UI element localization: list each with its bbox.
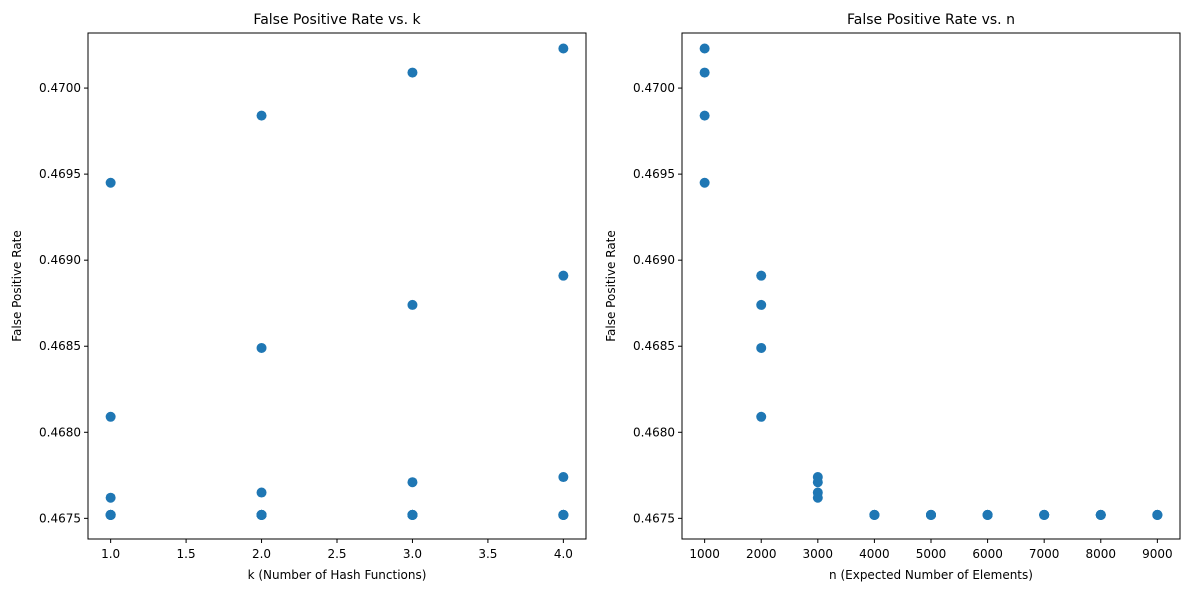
data-point-k bbox=[407, 67, 418, 78]
data-point-n bbox=[812, 492, 823, 503]
x-tick-label-k: 2.0 bbox=[252, 547, 271, 561]
data-point-n bbox=[756, 342, 767, 353]
y-axis-label-k: False Positive Rate bbox=[10, 230, 24, 342]
data-point-k bbox=[256, 509, 267, 520]
data-point-n bbox=[1039, 509, 1050, 520]
x-tick-label-n: 1000 bbox=[689, 547, 720, 561]
y-tick-label-n: 0.4690 bbox=[633, 253, 675, 267]
data-point-k bbox=[558, 509, 569, 520]
data-point-k bbox=[558, 270, 569, 281]
data-point-k bbox=[105, 411, 116, 422]
data-point-k bbox=[407, 477, 418, 488]
data-point-n bbox=[926, 509, 936, 520]
data-point-n bbox=[756, 270, 767, 281]
x-tick-label-k: 3.5 bbox=[478, 547, 497, 561]
data-point-k bbox=[558, 472, 569, 483]
data-point-n bbox=[982, 509, 993, 520]
x-tick-label-k: 1.0 bbox=[101, 547, 120, 561]
y-axis-label-n: False Positive Rate bbox=[604, 230, 618, 342]
x-tick-label-n: 8000 bbox=[1085, 547, 1116, 561]
x-tick-label-n: 2000 bbox=[746, 547, 777, 561]
x-tick-label-n: 9000 bbox=[1142, 547, 1173, 561]
data-point-k bbox=[256, 342, 267, 353]
y-tick-label-k: 0.4680 bbox=[39, 425, 81, 439]
data-point-k bbox=[407, 299, 418, 310]
x-tick-label-n: 5000 bbox=[916, 547, 947, 561]
data-point-n bbox=[699, 110, 710, 121]
y-tick-label-k: 0.4695 bbox=[39, 167, 81, 181]
data-point-n bbox=[869, 509, 880, 520]
chart-k: False Positive Rate vs. k 1.0 1.5 2.0 2.5 3.0… bbox=[10, 12, 587, 582]
data-point-n bbox=[812, 477, 823, 488]
plot-frame-k bbox=[87, 32, 587, 540]
data-point-k bbox=[105, 492, 116, 503]
y-tick-label-k: 0.4690 bbox=[39, 253, 81, 267]
y-tick-label-n: 0.4680 bbox=[633, 425, 675, 439]
x-tick-label-k: 3.0 bbox=[403, 547, 422, 561]
chart-n: False Positive Rate vs. n 1000 2000 3000 400… bbox=[604, 12, 1181, 582]
y-tick-label-k: 0.4685 bbox=[39, 339, 81, 353]
y-tick-label-n: 0.4695 bbox=[633, 167, 675, 181]
data-point-n bbox=[699, 67, 710, 78]
x-tick-label-k: 4.0 bbox=[554, 547, 573, 561]
data-point-k bbox=[256, 110, 267, 121]
plot-frame-n bbox=[681, 32, 1181, 540]
x-tick-label-n: 3000 bbox=[803, 547, 834, 561]
data-point-n bbox=[756, 299, 767, 310]
data-point-k bbox=[558, 43, 569, 54]
x-tick-label-n: 4000 bbox=[859, 547, 890, 561]
y-tick-label-n: 0.4685 bbox=[633, 339, 675, 353]
chart-title-k: False Positive Rate vs. k bbox=[253, 12, 421, 28]
data-point-k bbox=[407, 509, 418, 520]
y-tick-label-k: 0.4700 bbox=[39, 81, 81, 95]
data-point-n bbox=[1095, 509, 1106, 520]
data-point-n bbox=[756, 411, 767, 422]
data-point-k bbox=[105, 509, 116, 520]
x-axis-label-n: n (Expected Number of Elements) bbox=[829, 568, 1033, 582]
data-point-n bbox=[699, 43, 710, 54]
data-point-k bbox=[256, 487, 267, 498]
x-tick-label-k: 1.5 bbox=[177, 547, 196, 561]
x-axis-label-k: k (Number of Hash Functions) bbox=[248, 568, 427, 582]
chart-title-n: False Positive Rate vs. n bbox=[847, 12, 1015, 28]
x-tick-label-k: 2.5 bbox=[327, 547, 346, 561]
x-tick-label-n: 7000 bbox=[1029, 547, 1060, 561]
data-point-n bbox=[1152, 509, 1163, 520]
x-tick-label-n: 6000 bbox=[972, 547, 1003, 561]
data-point-n bbox=[699, 177, 710, 188]
y-tick-label-k: 0.4675 bbox=[39, 511, 81, 525]
y-tick-label-n: 0.4675 bbox=[633, 511, 675, 525]
y-tick-label-n: 0.4700 bbox=[633, 81, 675, 95]
data-point-k bbox=[105, 177, 116, 188]
